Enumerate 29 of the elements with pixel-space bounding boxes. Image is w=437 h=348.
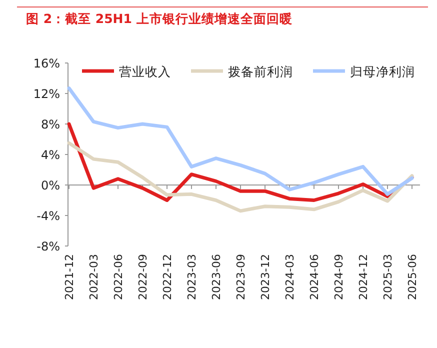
x-tick-label: 2025-03: [382, 254, 394, 300]
x-tick-label: 2023-06: [210, 254, 223, 300]
y-tick-label: 0%: [40, 178, 60, 192]
x-tick-label: 2024-09: [332, 254, 346, 300]
x-tick-label: 2024-12: [357, 254, 370, 300]
y-tick-label: 8%: [40, 118, 60, 132]
x-tick-label: 2022-06: [112, 254, 125, 300]
y-tick-label: 4%: [40, 148, 60, 162]
line-series: [67, 141, 414, 213]
x-tick-label: 2023-09: [234, 254, 248, 300]
x-tick-label: 2023-03: [186, 254, 198, 300]
y-tick-label: -8%: [36, 240, 60, 254]
x-tick-label: 2021-12: [63, 254, 76, 300]
legend-label: 营业收入: [119, 64, 171, 79]
x-tick-label: 2025-06: [406, 254, 419, 300]
x-tick-label: 2022-09: [136, 254, 150, 300]
y-tick-label: -4%: [36, 209, 60, 223]
y-tick-label: 12%: [33, 87, 60, 101]
line-series: [67, 122, 414, 202]
x-tick-label: 2023-12: [259, 254, 272, 300]
x-tick-label: 2024-06: [308, 254, 321, 300]
chart-title: 图 2：截至 25H1 上市银行业绩增速全面回暖: [26, 11, 292, 26]
line-series: [67, 86, 414, 196]
y-tick-label: 16%: [33, 56, 60, 70]
legend-label: 归母净利润: [350, 64, 415, 79]
legend-label: 拨备前利润: [228, 64, 293, 79]
x-tick-label: 2022-12: [161, 254, 174, 300]
x-tick-label: 2022-03: [88, 254, 100, 300]
x-tick-label: 2024-03: [284, 254, 296, 300]
